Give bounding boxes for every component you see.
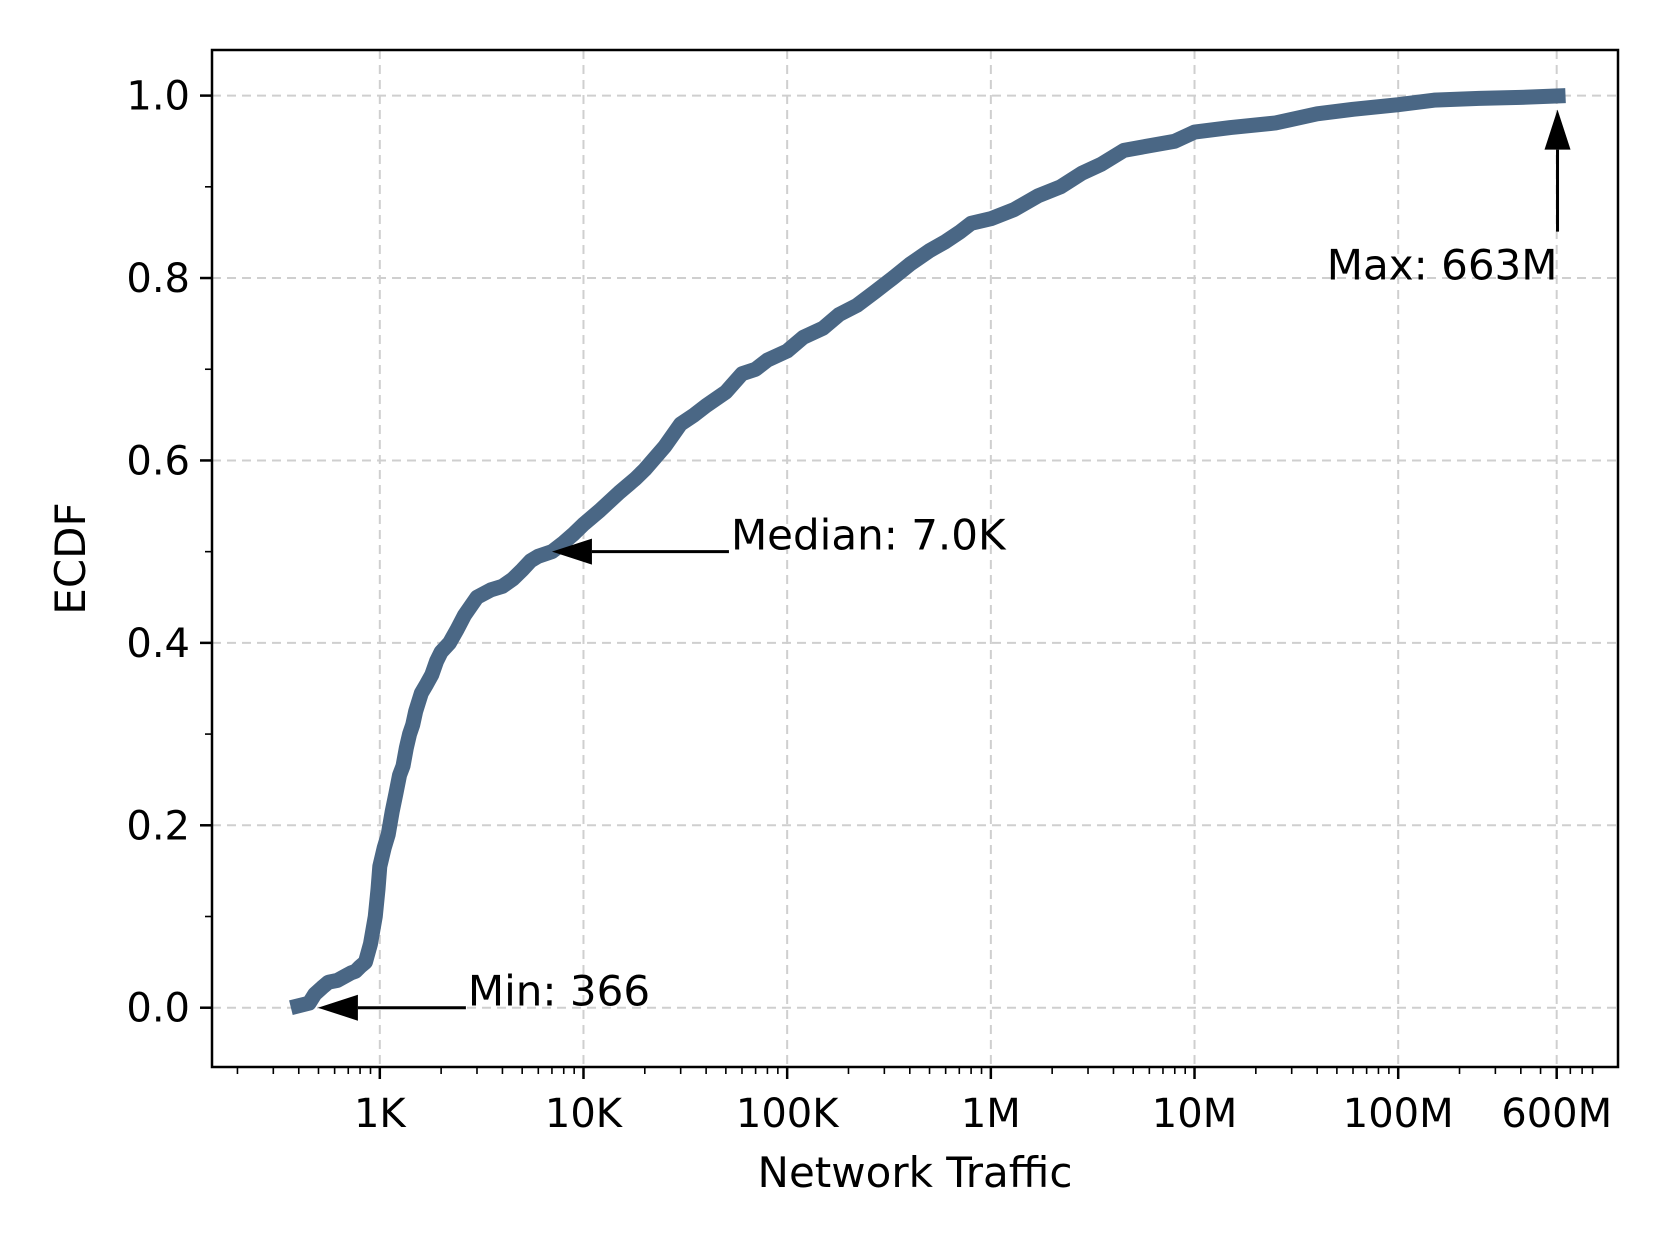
arrow-head: [551, 538, 592, 565]
min-arrow: [317, 994, 466, 1021]
y-tick-label: 0.0: [126, 986, 190, 1032]
series-layer: [289, 88, 1566, 1015]
x-tick-label: 1K: [354, 1091, 407, 1137]
ticks: 0.0 0.2 0.4 0.6 0.8 1.0 1K 10K 100K 1M 10M 100M 600M: [126, 74, 1612, 1137]
x-axis-label: Network Traffic: [758, 1148, 1073, 1197]
plot-frame: [210, 48, 1620, 1069]
x-tick-label: 100M: [1343, 1091, 1454, 1137]
y-tick-label: 0.6: [126, 438, 190, 484]
median-annotation-label: Median: 7.0K: [731, 511, 1007, 560]
annotations: Min: 366 Median: 7.0K Max: 663M: [317, 109, 1571, 1021]
x-tick-label: 10K: [545, 1091, 624, 1137]
y-tick-label: 0.4: [126, 621, 190, 667]
max-annotation-label: Max: 663M: [1327, 241, 1558, 290]
arrow-head: [317, 994, 358, 1021]
x-tick-label: 600M: [1501, 1091, 1612, 1137]
x-tick-label: 100K: [736, 1091, 840, 1137]
max-arrow: [1544, 109, 1571, 232]
x-tick-label: 1M: [961, 1091, 1021, 1137]
arrow-head: [1544, 109, 1571, 150]
median-arrow: [551, 538, 729, 565]
y-tick-label: 0.8: [126, 256, 190, 302]
y-tick-label: 0.2: [126, 803, 190, 849]
x-tick-label: 10M: [1152, 1091, 1237, 1137]
y-axis-label: ECDF: [46, 502, 95, 614]
ecdf-line: [289, 88, 1566, 1015]
y-tick-label: 1.0: [126, 74, 190, 120]
min-annotation-label: Min: 366: [468, 967, 650, 1016]
